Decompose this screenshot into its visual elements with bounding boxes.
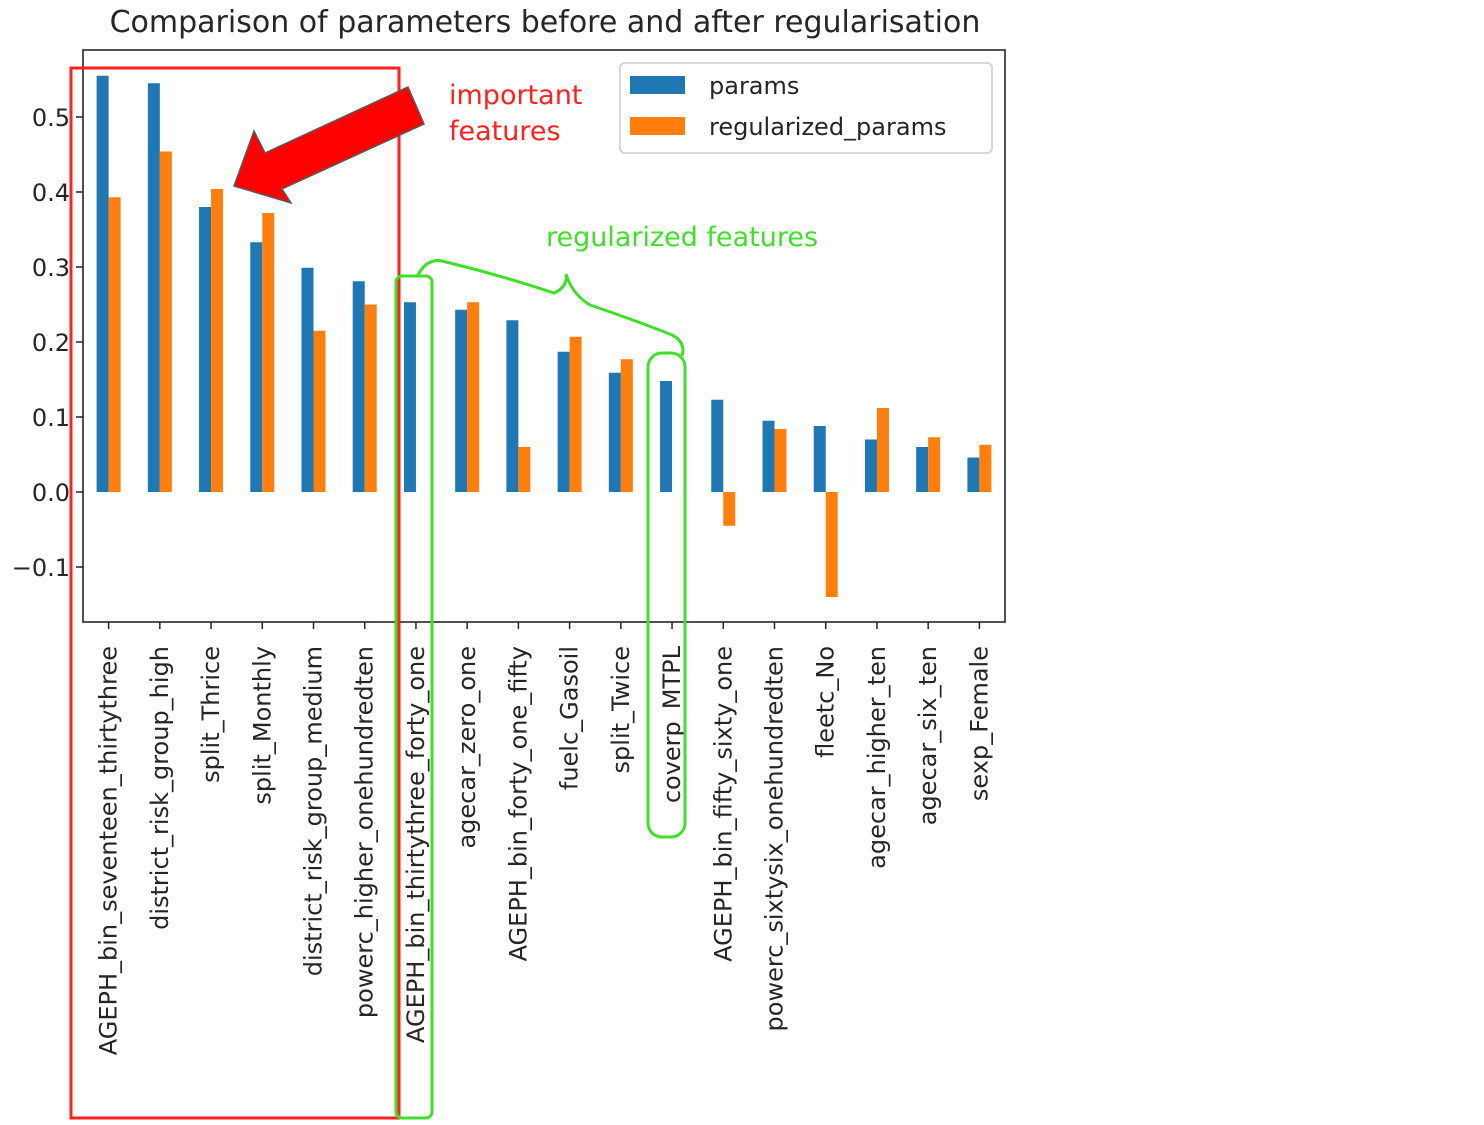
bar-regularized_params: [723, 492, 736, 526]
regularized-feature-box-1: [394, 274, 434, 1120]
bar-regularized_params: [108, 197, 121, 492]
bar-params: [608, 372, 621, 492]
y-tick-label: 0.3: [32, 254, 70, 282]
bar-params: [813, 426, 826, 492]
bar-regularized_params: [620, 359, 633, 492]
important-label-line2: features: [449, 116, 561, 147]
x-tick-label: fuelc_Gasoil: [556, 646, 584, 790]
annotations: important features regularized features: [69, 66, 818, 1120]
y-tick-label: 0.0: [32, 479, 70, 507]
axes: [82, 49, 1006, 623]
bar-regularized_params: [928, 437, 941, 492]
y-tick-label: 0.4: [32, 179, 70, 207]
bar-params: [96, 75, 109, 492]
x-tick-label: split_Monthly: [248, 646, 276, 805]
x-tick-label: powerc_sixtysix_onehundredten: [761, 646, 789, 1031]
bar-regularized_params: [467, 302, 480, 492]
x-tick-label: AGEPH_bin_seventeen_thirtythree: [95, 646, 123, 1055]
x-tick-label: AGEPH_bin_forty_one_fifty: [504, 646, 532, 961]
bar-params: [660, 381, 673, 492]
bar-params: [864, 439, 877, 492]
bar-params: [199, 207, 212, 492]
x-tick-label: fleetc_No: [812, 646, 840, 758]
regularized-brace: [416, 259, 685, 357]
important-features-box: [69, 66, 401, 1120]
regularized-feature-box-2: [646, 351, 687, 839]
bar-params: [352, 281, 365, 492]
bar-regularized_params: [825, 492, 838, 597]
red-arrow: [233, 85, 425, 205]
x-tick-label: AGEPH_bin_thirtythree_forty_one: [402, 646, 430, 1043]
bar-params: [403, 302, 416, 492]
bar-params: [967, 457, 980, 492]
x-tick-label: district_risk_group_high: [146, 646, 174, 930]
bar-params: [301, 267, 314, 492]
x-tick-label: split_Twice: [607, 646, 635, 773]
legend-entry: params: [709, 72, 799, 100]
y-tick-label: 0.1: [32, 404, 70, 432]
regularized-features-label: regularized features: [546, 222, 818, 253]
legend-swatch: [630, 76, 685, 94]
bar-regularized_params: [159, 151, 172, 492]
bar-regularized_params: [876, 408, 889, 492]
legend-frame: [619, 62, 993, 154]
bar-params: [506, 320, 519, 492]
legend: params regularized_params: [619, 62, 993, 154]
bar-params: [147, 83, 160, 492]
bar-regularized_params: [313, 330, 326, 492]
bar-regularized_params: [364, 304, 377, 492]
bar-params: [916, 447, 929, 492]
chart-title: Comparison of parameters before and afte…: [110, 5, 981, 40]
x-tick-label: agecar_zero_one: [453, 646, 481, 849]
legend-entry: regularized_params: [709, 113, 946, 141]
x-tick-label: split_Thrice: [197, 646, 225, 783]
bar-regularized_params: [774, 429, 787, 492]
x-tick-label: agecar_higher_ten: [863, 646, 891, 869]
y-tick-label: −0.1: [12, 554, 70, 582]
x-tick-label: powerc_higher_onehundredten: [351, 646, 379, 1018]
bar-regularized_params: [518, 447, 531, 492]
bar-params: [762, 420, 775, 492]
bar-params: [711, 399, 724, 492]
y-axis-ticks: −0.1 0.0 0.1 0.2 0.3 0.4 0.5: [12, 104, 83, 582]
y-tick-label: 0.5: [32, 104, 70, 132]
x-tick-label: AGEPH_bin_fifty_sixty_one: [709, 646, 737, 962]
x-axis-ticks: AGEPH_bin_seventeen_thirtythree district_…: [95, 622, 993, 1055]
important-label-line1: important: [449, 80, 582, 111]
bar-params: [455, 309, 468, 492]
bars: [96, 75, 992, 597]
plot-frame: [82, 49, 1006, 623]
bar-regularized_params: [262, 213, 275, 492]
x-tick-label: district_risk_group_medium: [300, 646, 328, 976]
x-tick-label: coverp_MTPL: [658, 645, 686, 803]
y-tick-label: 0.2: [32, 329, 70, 357]
x-tick-label: agecar_six_ten: [914, 646, 942, 825]
bar-regularized_params: [211, 189, 224, 492]
bar-params: [250, 242, 263, 492]
x-tick-label: sexp_Female: [965, 646, 993, 801]
bar-params: [557, 351, 570, 492]
legend-swatch: [630, 117, 685, 135]
bar-regularized_params: [979, 444, 992, 492]
bar-regularized_params: [569, 336, 582, 492]
